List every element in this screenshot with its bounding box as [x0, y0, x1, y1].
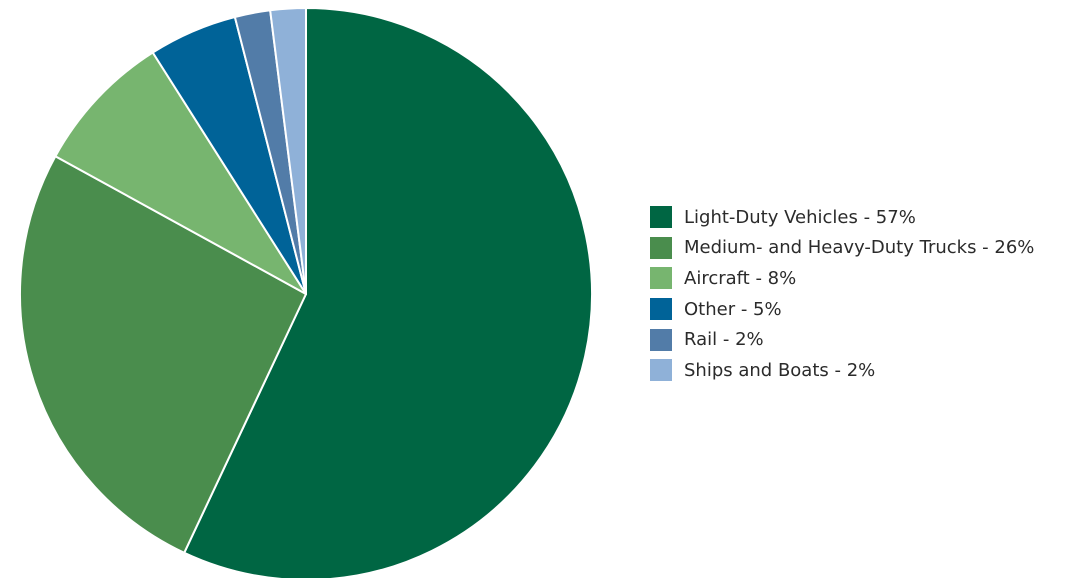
legend-label: Ships and Boats - 2% — [684, 359, 876, 381]
pie-slice-ships-and-boats — [269, 7, 307, 295]
legend-swatch — [650, 236, 672, 259]
legend-label: Light-Duty Vehicles - 57% — [684, 206, 916, 228]
legend-swatch — [650, 206, 672, 229]
pie-slice-light-duty-vehicles — [183, 7, 594, 578]
legend-item-medium-and-heavy-duty-trucks: Medium- and Heavy-Duty Trucks - 26% — [650, 233, 1034, 264]
legend-label: Rail - 2% — [684, 329, 764, 351]
chart-legend: Light-Duty Vehicles - 57% Medium- and Hea… — [650, 202, 1034, 386]
legend-item-rail: Rail - 2% — [650, 324, 1034, 355]
legend-item-light-duty-vehicles: Light-Duty Vehicles - 57% — [650, 202, 1034, 233]
pie-chart-plot — [19, 7, 594, 578]
legend-swatch — [650, 267, 672, 290]
legend-item-ships-and-boats: Ships and Boats - 2% — [650, 355, 1034, 386]
legend-swatch — [650, 298, 672, 321]
legend-item-aircraft: Aircraft - 8% — [650, 263, 1034, 294]
legend-label: Aircraft - 8% — [684, 267, 797, 289]
legend-label: Medium- and Heavy-Duty Trucks - 26% — [684, 237, 1035, 259]
pie-slice-aircraft — [54, 51, 307, 295]
legend-swatch — [650, 328, 672, 351]
legend-item-other: Other - 5% — [650, 294, 1034, 325]
legend-swatch — [650, 359, 672, 382]
legend-label: Other - 5% — [684, 298, 782, 320]
